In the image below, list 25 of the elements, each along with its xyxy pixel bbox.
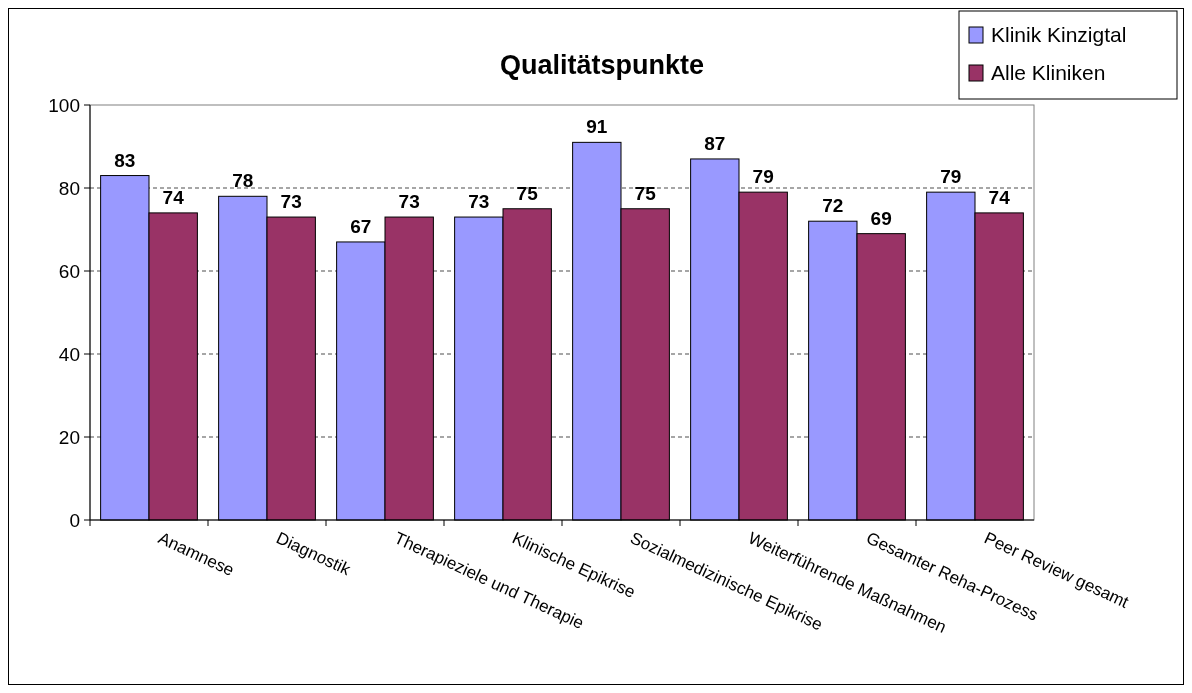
data-label: 87 <box>704 132 726 154</box>
data-label: 73 <box>468 191 490 213</box>
legend-label: Klinik Kinzigtal <box>991 23 1127 46</box>
data-label: 79 <box>940 166 962 188</box>
data-label: 73 <box>280 191 302 213</box>
y-tick-label: 80 <box>58 177 80 199</box>
data-label: 73 <box>398 191 420 213</box>
data-label: 74 <box>162 186 185 208</box>
y-tick-label: 60 <box>58 260 80 282</box>
y-tick-label: 0 <box>69 509 80 531</box>
data-label: 72 <box>822 195 844 217</box>
data-label: 79 <box>752 166 774 188</box>
data-label: 75 <box>634 182 657 204</box>
data-label: 78 <box>232 170 254 192</box>
chart-title: Qualitätspunkte <box>499 50 705 80</box>
data-label: 67 <box>350 215 372 237</box>
data-label: 69 <box>870 207 892 229</box>
legend-label: Alle Kliniken <box>991 61 1106 84</box>
data-label: 75 <box>516 182 539 204</box>
y-tick-label: 40 <box>58 343 80 365</box>
data-label: 91 <box>586 116 608 138</box>
data-label: 74 <box>988 186 1011 208</box>
data-label: 83 <box>114 149 136 171</box>
y-tick-label: 20 <box>58 426 80 448</box>
y-tick-label: 100 <box>48 94 80 116</box>
